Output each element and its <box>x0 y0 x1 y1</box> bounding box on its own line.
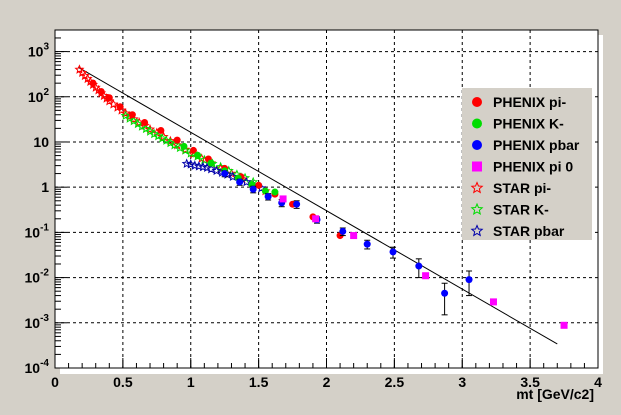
data-point <box>227 171 238 182</box>
legend-label: PHENIX K- <box>493 116 564 132</box>
axes: 0 0.5 1 1.5 2 2.5 3 3.5 410310210110-110-210-310… <box>25 37 602 390</box>
data-point <box>206 163 217 174</box>
data-point <box>415 262 423 270</box>
data-point <box>221 170 229 178</box>
legend-marker <box>470 224 484 237</box>
data-point <box>89 79 97 87</box>
legend-box <box>462 88 592 240</box>
x-tick-label: 2.5 <box>385 374 405 390</box>
data-point <box>144 126 156 136</box>
data-point <box>132 118 143 129</box>
data-point <box>236 178 244 186</box>
x-tick-label: 0.5 <box>113 374 133 390</box>
y-tick-label: 103 <box>28 42 50 60</box>
data-point <box>312 215 320 223</box>
y-tick-label: 102 <box>28 87 50 105</box>
legend-marker <box>472 118 482 129</box>
legend-label: PHENIX pi 0 <box>493 159 573 175</box>
data-point <box>207 159 215 167</box>
x-axis-label: mt [GeV/c2] <box>516 386 594 402</box>
data-point <box>105 94 113 102</box>
legend-marker <box>472 140 482 150</box>
y-tick-label: 10-4 <box>25 358 50 376</box>
data-point <box>169 139 180 150</box>
x-tick-label: 0 <box>51 374 59 390</box>
data-point <box>157 133 168 143</box>
data-point <box>165 137 176 148</box>
data-point <box>185 159 196 169</box>
y-tick-label: 10-1 <box>25 222 50 240</box>
data-point <box>157 126 165 134</box>
x-tick-label: 3 <box>458 374 466 390</box>
grid <box>55 30 598 368</box>
data-point <box>441 289 449 297</box>
data-point <box>363 240 371 248</box>
data-point <box>180 142 188 150</box>
data-point <box>173 136 181 144</box>
data-point <box>165 135 176 146</box>
data-point <box>194 151 202 159</box>
legend-label: PHENIX pi- <box>493 94 566 110</box>
data-point <box>144 124 156 134</box>
y-tick-label: 1 <box>41 179 49 195</box>
data-point <box>261 187 269 195</box>
y-tick-label: 10-3 <box>25 313 50 331</box>
legend-marker <box>472 97 482 107</box>
data-point <box>128 111 136 119</box>
data-point <box>161 135 172 145</box>
x-tick-label: 1 <box>187 374 195 390</box>
data-point <box>255 181 263 189</box>
data-point <box>339 227 347 235</box>
data-point <box>153 130 164 141</box>
legend-label: STAR K- <box>493 202 549 218</box>
data-point <box>241 176 252 187</box>
legend: PHENIX pi- PHENIX K- PHENIX pbar PHENIX pi … <box>462 88 592 240</box>
x-tick-label: 3.5 <box>520 374 540 390</box>
data-point <box>422 272 430 280</box>
x-tick-label: 4 <box>594 374 602 390</box>
data-point <box>293 200 301 208</box>
data-point <box>97 88 105 96</box>
x-tick-label: 1.5 <box>249 374 269 390</box>
legend-marker <box>470 202 484 216</box>
fit-line <box>77 66 558 345</box>
y-tick-label: 10 <box>33 134 49 150</box>
data-point <box>389 248 397 256</box>
data-point <box>465 276 473 284</box>
data-point <box>141 118 149 126</box>
data-point <box>189 146 197 154</box>
legend-label: PHENIX pbar <box>493 137 580 153</box>
legend-label: STAR pi- <box>493 180 551 196</box>
data-point <box>271 188 279 196</box>
data-point <box>149 128 160 139</box>
data-point <box>211 165 222 176</box>
data-point <box>116 103 124 111</box>
x-tick-label: 2 <box>323 374 331 390</box>
series-phenix-pi-0 <box>279 195 568 329</box>
y-tick-label: 10-2 <box>25 268 50 286</box>
data-points <box>74 64 568 329</box>
legend-marker <box>470 181 484 194</box>
legend-label: STAR pbar <box>493 223 565 239</box>
data-point <box>489 298 497 306</box>
fit-line-group <box>77 66 558 345</box>
data-point <box>279 195 287 203</box>
data-point <box>249 185 257 193</box>
legend-marker <box>472 161 482 172</box>
data-point <box>264 193 272 201</box>
data-point <box>560 321 568 329</box>
data-point <box>350 232 358 240</box>
